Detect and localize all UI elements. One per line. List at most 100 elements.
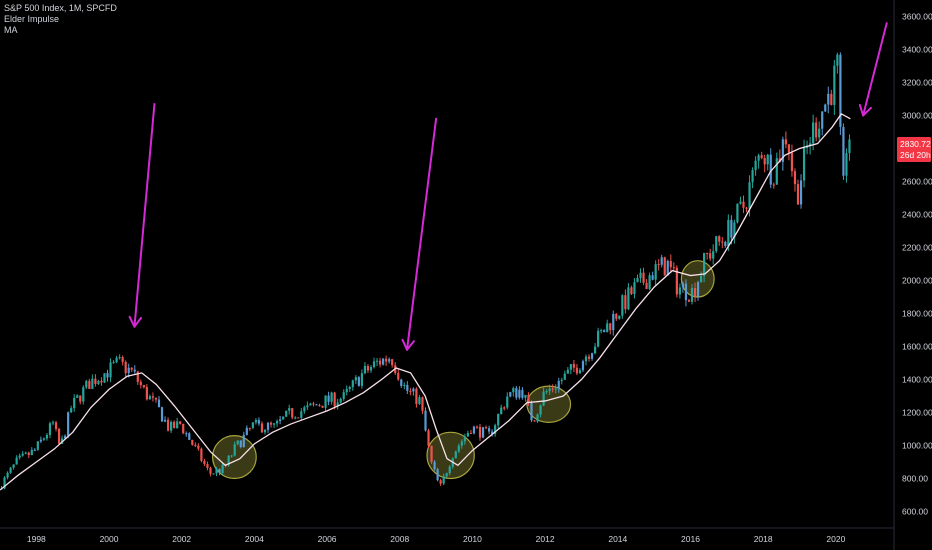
candle-body bbox=[772, 184, 775, 186]
candle-body bbox=[354, 377, 357, 381]
candle-body bbox=[173, 421, 176, 429]
candle-body bbox=[460, 441, 463, 446]
candle-body bbox=[378, 360, 382, 365]
candle-body bbox=[206, 464, 209, 469]
candle-body bbox=[581, 361, 585, 371]
candle-body bbox=[745, 207, 748, 209]
candle-body bbox=[39, 439, 42, 442]
candle-body bbox=[100, 380, 103, 383]
candle-body bbox=[830, 93, 833, 105]
candle-body bbox=[751, 170, 754, 183]
candle-body bbox=[245, 427, 248, 435]
time-tick-label: 2006 bbox=[318, 534, 337, 544]
price-tick-label: 600.00 bbox=[902, 507, 928, 517]
candle-body bbox=[542, 391, 545, 406]
candle-body bbox=[70, 408, 73, 413]
time-tick-label: 2016 bbox=[681, 534, 700, 544]
candle-body bbox=[781, 139, 784, 162]
candle-body bbox=[442, 476, 445, 484]
price-axis[interactable]: 600.00 800.00 1000.00 1200.00 1400.00 1600.00… bbox=[902, 12, 932, 517]
candle-body bbox=[121, 357, 124, 362]
arrow-shaft bbox=[133, 102, 156, 328]
candle-body bbox=[94, 378, 97, 385]
candle-body bbox=[663, 257, 666, 276]
time-tick-label: 2004 bbox=[245, 534, 264, 544]
candle-body bbox=[315, 404, 318, 406]
candle-body bbox=[67, 412, 70, 436]
legend-symbol[interactable]: S&P 500 Index, 1M, SPCFD bbox=[4, 3, 117, 13]
candle-body bbox=[699, 275, 703, 283]
candle-body bbox=[660, 257, 663, 265]
candle-body bbox=[203, 460, 206, 465]
candle-body bbox=[266, 422, 270, 430]
candle-body bbox=[288, 408, 291, 411]
candle-body bbox=[312, 403, 315, 405]
candle-body bbox=[693, 287, 697, 297]
legend-ma[interactable]: MA bbox=[4, 25, 18, 35]
candle-body bbox=[560, 379, 563, 381]
candle-body bbox=[363, 366, 367, 374]
candle-body bbox=[584, 356, 588, 362]
price-tick-label: 1800.00 bbox=[902, 309, 932, 319]
candle-body bbox=[412, 388, 415, 392]
candle-body bbox=[839, 54, 842, 127]
legend-elder-impulse[interactable]: Elder Impulse bbox=[4, 14, 60, 24]
candle-body bbox=[436, 469, 439, 481]
candle-body bbox=[330, 392, 333, 402]
candle-body bbox=[297, 417, 300, 419]
candle-body bbox=[790, 152, 794, 172]
candle-body bbox=[527, 394, 530, 404]
price-tick-label: 3400.00 bbox=[902, 45, 932, 55]
candle-body bbox=[260, 423, 264, 433]
candle-body bbox=[300, 411, 303, 418]
candle-body bbox=[696, 282, 700, 297]
candle-body bbox=[748, 182, 751, 209]
candle-body bbox=[109, 362, 112, 378]
candle-body bbox=[484, 427, 488, 429]
candle-body bbox=[366, 366, 370, 371]
candle-body bbox=[103, 373, 106, 383]
candle-body bbox=[648, 275, 651, 290]
candle-body bbox=[600, 330, 603, 332]
candle-body bbox=[136, 371, 139, 382]
candle-body bbox=[170, 421, 173, 431]
candle-body bbox=[375, 360, 379, 362]
candle-body bbox=[551, 388, 554, 390]
candle-body bbox=[166, 419, 170, 431]
candle-body bbox=[242, 434, 245, 448]
candle-body bbox=[612, 313, 615, 331]
candle-body bbox=[712, 251, 715, 259]
candle-body bbox=[248, 427, 251, 429]
candle-body bbox=[185, 433, 188, 435]
candle-body bbox=[91, 378, 94, 389]
candle-body bbox=[64, 435, 67, 439]
candle-body bbox=[566, 369, 569, 374]
candle-body bbox=[784, 139, 787, 145]
candle-body bbox=[651, 275, 654, 280]
ma-line bbox=[0, 112, 851, 491]
candle-body bbox=[33, 449, 36, 451]
candle-body bbox=[445, 473, 448, 477]
candle-body bbox=[272, 423, 276, 425]
candle-body bbox=[539, 405, 542, 415]
candle-body bbox=[681, 283, 685, 288]
arrow-shaft bbox=[406, 117, 438, 351]
price-tick-label: 1600.00 bbox=[902, 342, 932, 352]
candle-body bbox=[421, 397, 424, 411]
candle-body bbox=[106, 373, 109, 378]
candle-body bbox=[388, 359, 391, 362]
candles bbox=[0, 52, 851, 490]
candle-body bbox=[197, 445, 200, 449]
arrow-head bbox=[128, 315, 143, 328]
candle-body bbox=[276, 420, 279, 424]
candle-body bbox=[491, 431, 494, 434]
candle-body bbox=[194, 444, 197, 446]
candle-body bbox=[530, 403, 533, 421]
candle-body bbox=[481, 427, 485, 438]
candle-body bbox=[115, 357, 118, 363]
candle-body bbox=[182, 423, 185, 434]
time-axis[interactable]: 1998 2000 2002 2004 2006 2008 2010 2012 2014 2016… bbox=[27, 534, 846, 544]
candle-body bbox=[73, 397, 76, 409]
candle-body bbox=[457, 445, 460, 452]
